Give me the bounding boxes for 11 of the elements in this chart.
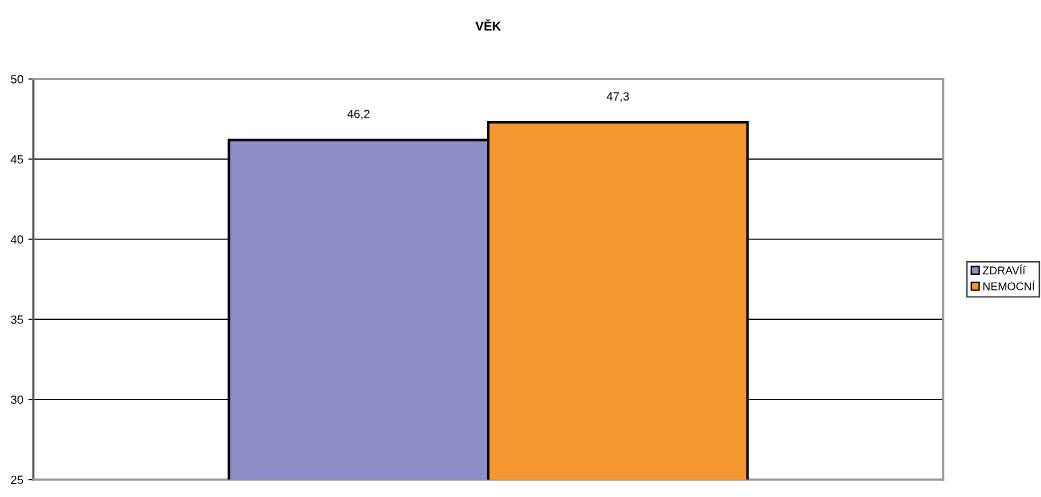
y-tick-label: 50 [10, 75, 24, 84]
y-tick-label: 25 [11, 475, 24, 484]
y-tick-label: 35 [10, 315, 24, 324]
data-label: 46,2 [347, 109, 370, 120]
data-label: 47,3 [606, 92, 629, 102]
y-tick-label: 30 [10, 395, 24, 404]
y-tick-label: 45 [10, 155, 24, 164]
chart-title: VĚK [475, 19, 501, 31]
legend-label: NEMOCNÍ [983, 280, 1035, 291]
legend-label: ZDRAVÍí [982, 264, 1026, 275]
y-tick-label: 40 [10, 235, 24, 244]
